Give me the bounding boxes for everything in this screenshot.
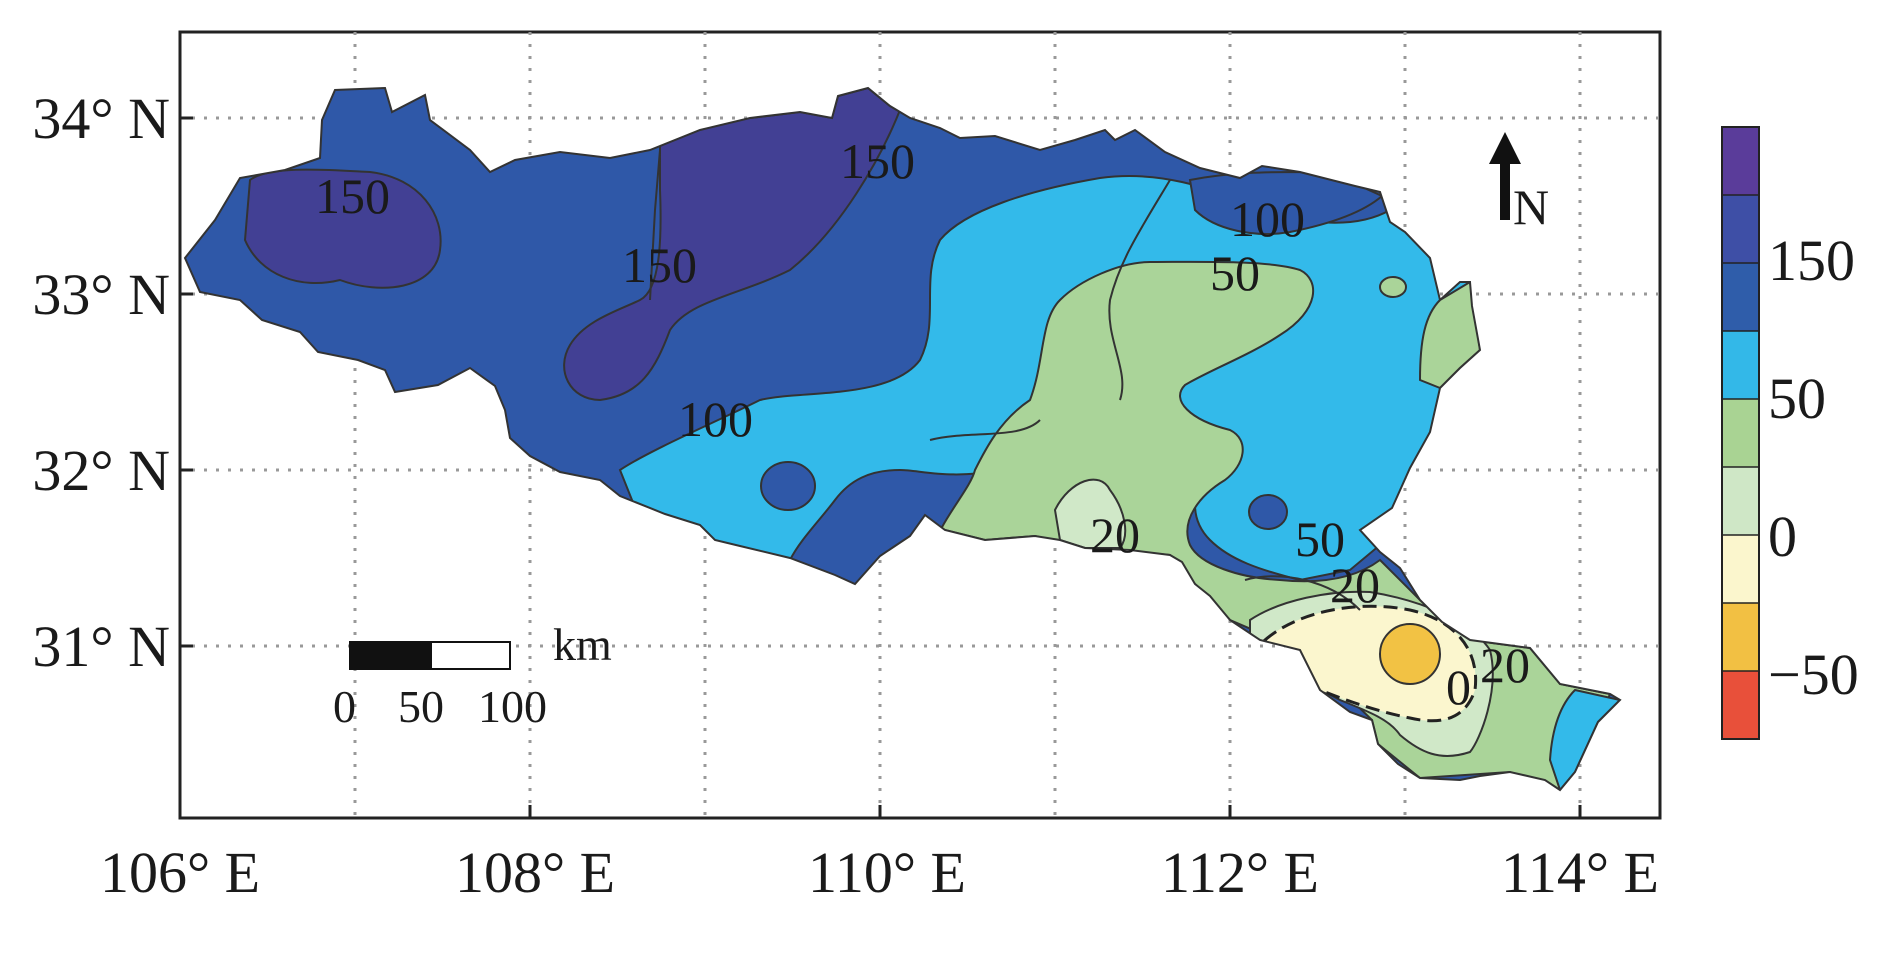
x-axis-labels: 106° E 108° E 110° E 112° E 114° E — [100, 840, 1659, 905]
legend-swatch — [1722, 535, 1759, 603]
scale-bar-black-segment — [350, 642, 432, 669]
contour-label-20-a: 20 — [1090, 507, 1140, 563]
x-tick-label-108: 108° E — [455, 840, 615, 905]
legend-swatch — [1722, 603, 1759, 671]
contour-label-20-b: 20 — [1330, 557, 1380, 613]
zone-below-minus50 — [1379, 623, 1441, 685]
contour-label-50-b: 50 — [1295, 511, 1345, 567]
legend-swatch — [1722, 467, 1759, 535]
contour-labels: 150 150 150 100 100 50 50 20 20 20 0 — [315, 133, 1530, 715]
north-arrow-label: N — [1513, 179, 1549, 235]
y-tick-label-32: 32° N — [32, 438, 170, 503]
zone-20-50-islet — [1379, 276, 1407, 298]
color-legend — [1721, 126, 1760, 740]
zone-100-150-island-a — [760, 461, 816, 511]
y-axis-labels: 34° N 33° N 32° N 31° N — [32, 86, 170, 679]
contour-label-150-c: 150 — [622, 237, 697, 293]
region-outline — [183, 86, 1622, 792]
legend-label-0: 0 — [1768, 504, 1797, 569]
scale-bar-tick-50: 50 — [398, 681, 444, 732]
scale-bar-tick-0: 0 — [333, 681, 356, 732]
x-tick-label-114: 114° E — [1501, 840, 1659, 905]
x-tick-label-110: 110° E — [808, 840, 966, 905]
legend-swatch — [1722, 399, 1759, 467]
scale-bar: km 0 50 100 — [333, 619, 612, 732]
scale-bar-unit: km — [553, 619, 612, 670]
legend-swatch — [1722, 331, 1759, 399]
y-tick-label-33: 33° N — [32, 262, 170, 327]
contour-label-150-a: 150 — [315, 168, 390, 224]
boundary-line-b — [1108, 179, 1171, 401]
legend-label-minus50: −50 — [1768, 642, 1859, 707]
x-tick-label-106: 106° E — [100, 840, 260, 905]
boundary-line-c — [929, 419, 1041, 441]
legend-labels: 150 50 0 −50 — [1768, 228, 1859, 707]
legend-swatch — [1722, 195, 1759, 263]
legend-swatch — [1722, 127, 1759, 195]
zone-above-150-west — [243, 168, 442, 289]
legend-swatch — [1722, 671, 1759, 739]
legend-label-50: 50 — [1768, 366, 1826, 431]
north-arrow-icon — [1489, 132, 1521, 220]
boundary-line-d — [1244, 575, 1361, 611]
contour-label-100-b: 100 — [1230, 191, 1305, 247]
scale-bar-tick-100: 100 — [478, 681, 547, 732]
axis-ticks — [178, 116, 1582, 818]
legend-frame — [1721, 126, 1760, 740]
x-tick-label-112: 112° E — [1161, 840, 1319, 905]
zone-0-20-west — [1053, 478, 1127, 549]
contour-label-100-a: 100 — [678, 391, 753, 447]
boundary-line-a — [649, 149, 661, 301]
contour-label-50-a: 50 — [1210, 245, 1260, 301]
legend-swatch — [1722, 263, 1759, 331]
north-arrow: N — [1489, 132, 1549, 235]
y-tick-label-34: 34° N — [32, 86, 170, 151]
zone-100-150-island-b — [1248, 494, 1288, 530]
legend-label-150: 150 — [1768, 228, 1855, 293]
zone-above-150-central — [563, 88, 902, 402]
contour-label-150-b: 150 — [840, 133, 915, 189]
contour-label-0: 0 — [1446, 659, 1471, 715]
y-tick-label-31: 31° N — [32, 614, 170, 679]
zone-100-150-northeast — [1188, 170, 1384, 235]
contour-label-20-c: 20 — [1480, 637, 1530, 693]
